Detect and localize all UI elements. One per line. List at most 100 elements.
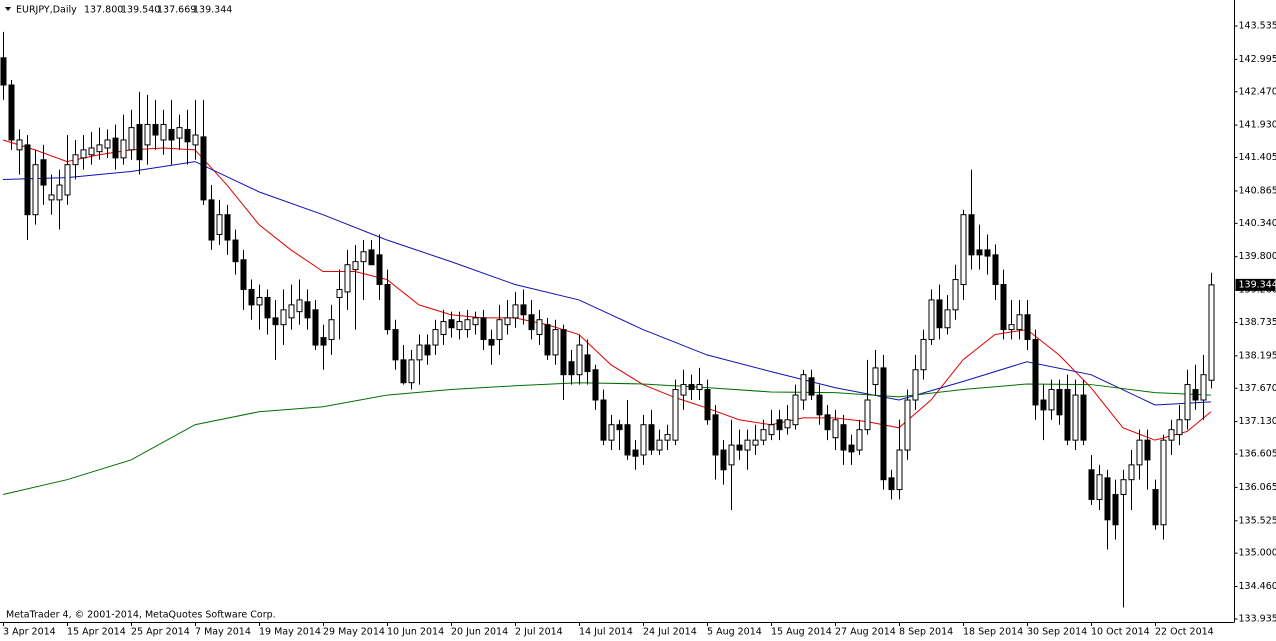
candle-body — [88, 147, 95, 156]
y-tick-label: 140.340 — [1239, 218, 1276, 229]
moving-average-line — [2, 382, 1212, 495]
candle-body — [1136, 439, 1143, 466]
header-low: 137.669 — [157, 5, 196, 16]
candle-body — [1000, 284, 1007, 331]
candle-body — [832, 419, 839, 439]
x-tick-label: 30 Sep 2014 — [1027, 627, 1087, 638]
x-tick-label: 5 Aug 2014 — [707, 627, 762, 638]
candle-body — [1192, 389, 1199, 401]
header-symbol: EURJPY,Daily — [16, 5, 77, 16]
candle-body — [72, 154, 79, 166]
y-tick-label: 138.195 — [1239, 350, 1276, 361]
candle-body — [1208, 284, 1215, 381]
candle-body — [1112, 494, 1119, 526]
candle-body — [528, 314, 535, 331]
candle-body — [640, 424, 647, 456]
candle-body — [192, 134, 199, 146]
candle-body — [768, 424, 775, 436]
candle-body — [432, 329, 439, 346]
candle-body — [800, 374, 807, 401]
candle-body — [848, 444, 855, 453]
candle-body — [368, 249, 375, 266]
candle-body — [240, 259, 247, 290]
candle-body — [392, 329, 399, 361]
candle-body — [1072, 394, 1079, 441]
candle-body — [32, 164, 39, 216]
header-high: 139.540 — [121, 5, 160, 16]
candle-body — [776, 419, 783, 431]
candle-body — [232, 239, 239, 263]
candle-body — [216, 214, 223, 235]
candle-body — [480, 317, 487, 340]
candle-body — [976, 249, 983, 256]
candle-body — [1096, 474, 1103, 500]
candle-body — [496, 319, 503, 340]
candle-body — [1008, 324, 1015, 331]
candle-body — [40, 159, 47, 186]
candle-body — [224, 214, 231, 241]
y-tick-label: 142.995 — [1239, 54, 1276, 65]
candle-body — [512, 304, 519, 319]
candle-body — [1176, 419, 1183, 436]
candle-body — [520, 304, 527, 316]
candle-body — [120, 139, 127, 159]
candle-body — [896, 449, 903, 491]
candle-body — [1040, 399, 1047, 411]
candle-body — [488, 338, 495, 346]
candle-body — [792, 394, 799, 426]
candle-body — [360, 251, 367, 263]
candle-body — [1152, 489, 1159, 526]
candle-body — [328, 319, 335, 340]
candle-body — [304, 301, 311, 319]
candle-body — [424, 344, 431, 356]
candle-body — [944, 309, 951, 329]
candle-body — [48, 194, 55, 201]
copyright: MetaTrader 4, © 2001-2014, MetaQuotes So… — [6, 610, 276, 621]
candle-body — [1120, 479, 1127, 496]
x-tick-label: 22 Oct 2014 — [1155, 627, 1214, 638]
x-tick-label: 15 Aug 2014 — [771, 627, 832, 638]
candle-body — [872, 367, 879, 386]
x-tick-label: 29 May 2014 — [323, 627, 385, 638]
candle-body — [1048, 389, 1055, 411]
candle-body — [152, 124, 159, 136]
candle-body — [1016, 314, 1023, 331]
y-tick-label: 139.800 — [1239, 251, 1276, 262]
candle-body — [472, 317, 479, 326]
candle-body — [904, 399, 911, 451]
y-tick-label: 137.130 — [1239, 416, 1276, 427]
candle-body — [200, 136, 207, 201]
candle-body — [136, 124, 143, 161]
candle-body — [344, 264, 351, 293]
header-arrow — [5, 7, 11, 11]
x-tick-label: 14 Jul 2014 — [579, 627, 633, 638]
x-tick-label: 10 Jun 2014 — [387, 627, 444, 638]
candle-body — [544, 324, 551, 356]
x-tick-label: 15 Apr 2014 — [67, 627, 126, 638]
candle-body — [728, 444, 735, 466]
x-tick-label: 10 Oct 2014 — [1091, 627, 1150, 638]
price-label: 139.344 — [1239, 279, 1276, 290]
candle-body — [8, 84, 15, 141]
candle-body — [680, 384, 687, 396]
candle-body — [608, 424, 615, 441]
candle-body — [816, 394, 823, 416]
candle-body — [1200, 374, 1207, 401]
candle-body — [824, 414, 831, 431]
candle-body — [176, 127, 183, 139]
header-open: 137.800 — [84, 5, 123, 16]
candle-body — [16, 139, 23, 151]
candle-body — [264, 296, 271, 319]
candle-body — [576, 344, 583, 376]
candle-body — [336, 288, 343, 298]
candle-body — [536, 319, 543, 336]
candle-body — [840, 424, 847, 451]
candle-body — [672, 389, 679, 441]
candle-body — [584, 354, 591, 373]
candle-body — [80, 149, 87, 159]
candle-body — [920, 338, 927, 371]
candle-body — [560, 329, 567, 376]
x-tick-label: 24 Jul 2014 — [643, 627, 697, 638]
candle-body — [1184, 384, 1191, 421]
